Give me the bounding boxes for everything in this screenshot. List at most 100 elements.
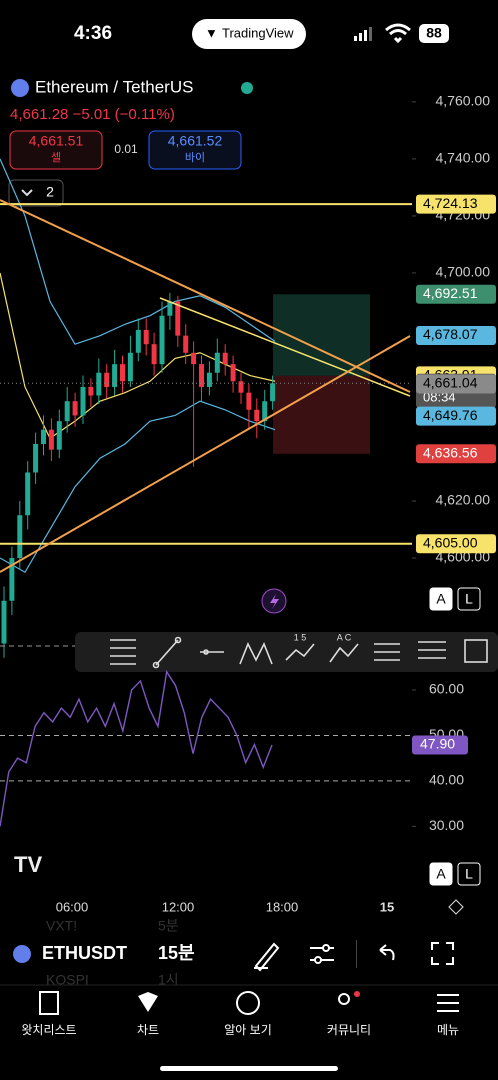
draw-icon[interactable] [254, 942, 280, 972]
candle-body [246, 392, 252, 410]
undo-icon[interactable] [379, 944, 395, 961]
candle-body [167, 301, 173, 316]
symbol[interactable]: ETHUSDT [42, 943, 127, 963]
scale-button[interactable] [429, 862, 453, 886]
candle-body [9, 557, 15, 601]
spread: 0.01 [114, 142, 138, 156]
candle-body [183, 335, 189, 353]
trend-line [159, 297, 411, 397]
price-tags: 4,724.134,692.514,678.074,663.914,661.28… [416, 194, 496, 554]
signal [354, 27, 372, 41]
candle-body [175, 301, 181, 336]
settings-icon[interactable] [448, 899, 464, 915]
price-tag [416, 284, 496, 304]
fullscreen-icon[interactable] [431, 942, 454, 965]
trend-line [0, 335, 411, 573]
ghost-text: 1시 [158, 972, 179, 988]
knob [314, 956, 322, 964]
nav-label[interactable]: 차트 [137, 1023, 159, 1037]
nav-label[interactable]: 커뮤니티 [327, 1023, 371, 1037]
community-icon[interactable] [338, 993, 350, 1005]
toolbar-icons [110, 636, 488, 669]
candle-body [96, 372, 102, 396]
candle-body [104, 372, 110, 387]
sell-button[interactable] [9, 130, 103, 170]
candle-body [230, 364, 236, 382]
ghost-text: KOSPI [46, 972, 89, 988]
price-tag-label: 4,692.51 [423, 285, 478, 301]
price-tag [416, 444, 496, 464]
nav-label[interactable]: 왓치리스트 [21, 1023, 76, 1037]
candle-body [48, 429, 54, 450]
scale-button[interactable] [457, 587, 481, 611]
eth-icon [13, 945, 31, 963]
candle-body [72, 401, 78, 416]
app-name: TradingView [222, 25, 294, 40]
candle-body [80, 386, 86, 416]
candle-body [25, 472, 31, 516]
candle-body [206, 372, 212, 387]
price-tag [416, 194, 496, 214]
candle-body [143, 329, 149, 345]
chevron [21, 189, 33, 197]
indicator-toggle[interactable] [8, 179, 64, 207]
ghost-text: VXT! [46, 918, 77, 934]
menu-icon[interactable] [437, 994, 459, 1012]
nav-label[interactable]: 알아 보기 [224, 1023, 272, 1037]
scale-button-label: A [436, 866, 446, 882]
scale-button[interactable] [429, 587, 453, 611]
bolt [270, 594, 279, 609]
scale-button-label: L [465, 591, 473, 607]
price-tag-label: 4,605.00 [423, 534, 478, 550]
buy-label: 바이 [185, 151, 205, 164]
candle-body [41, 429, 46, 444]
candle-body [222, 352, 228, 365]
time-label: 12:00 [162, 899, 195, 914]
market-status [241, 82, 253, 94]
buy-price: 4,661.52 [168, 133, 223, 149]
price-tag-label: 4,678.07 [423, 326, 478, 342]
time-label: 15 [380, 899, 394, 914]
battery-level: 88 [426, 25, 442, 41]
eth-icon [11, 79, 29, 97]
ghost-text: 5분 [158, 918, 179, 934]
buy-button[interactable] [148, 130, 242, 170]
interval[interactable]: 15분 [158, 943, 195, 963]
lower-band [0, 400, 276, 574]
nav-label[interactable]: 메뉴 [437, 1023, 459, 1037]
candle-body [191, 352, 197, 365]
scale-button[interactable] [457, 862, 481, 886]
upper-band [0, 158, 276, 345]
candle-body [199, 364, 204, 387]
candle-body [127, 352, 133, 382]
scale-button-label: L [465, 866, 473, 882]
app-pill [192, 19, 306, 49]
drawing-toolbar [75, 632, 498, 672]
rsi-tag [412, 735, 468, 755]
y-tick-label: 4,620.00 [436, 492, 491, 508]
notification-dot [354, 991, 360, 997]
candle-body [112, 364, 118, 387]
y-tick-label: 40.00 [429, 772, 464, 788]
sell-label: 셀 [51, 151, 61, 164]
price-tag [416, 374, 496, 394]
clock: 4:36 [74, 23, 112, 44]
candle-body [88, 386, 94, 396]
loss-zone [273, 375, 370, 454]
chart-icon[interactable] [138, 992, 158, 1012]
y-tick-label: 4,760.00 [436, 93, 491, 109]
scale-button-label: A [436, 591, 446, 607]
price-tag [416, 325, 496, 345]
candle-body [159, 315, 165, 365]
watchlist-icon[interactable] [39, 991, 59, 1015]
explore-icon[interactable] [236, 991, 260, 1015]
battery [419, 24, 449, 43]
candle-body [1, 600, 7, 644]
quote: 4,661.28 −5.01 (−0.11%) [10, 106, 175, 123]
y-tick-label: 30.00 [429, 817, 464, 833]
candle-body [238, 381, 244, 393]
candle-body [214, 352, 220, 373]
